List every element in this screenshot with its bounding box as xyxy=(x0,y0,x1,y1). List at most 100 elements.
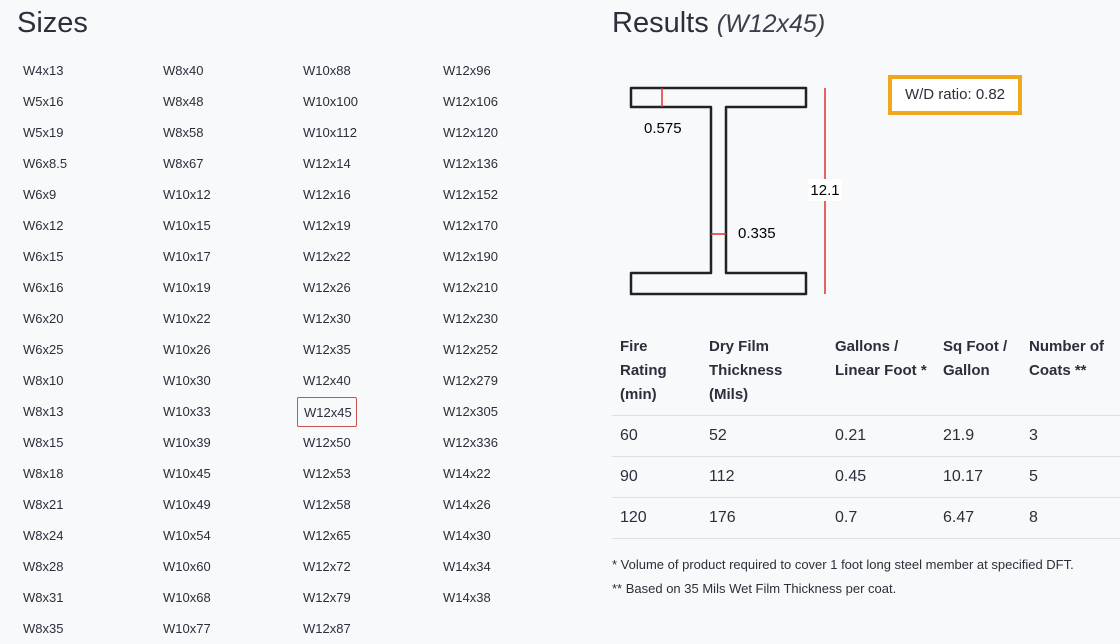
size-option[interactable]: W8x13 xyxy=(23,404,64,419)
size-option[interactable]: W6x16 xyxy=(23,280,64,295)
size-option[interactable]: W12x279 xyxy=(443,373,498,388)
size-option[interactable]: W14x26 xyxy=(443,497,491,512)
size-option[interactable]: W6x9 xyxy=(23,187,57,202)
size-option[interactable]: W10x15 xyxy=(163,218,211,233)
size-option[interactable]: W8x67 xyxy=(163,156,204,171)
size-option[interactable]: W12x35 xyxy=(303,342,351,357)
size-option[interactable]: W12x16 xyxy=(303,187,351,202)
size-option[interactable]: W8x18 xyxy=(23,466,64,481)
size-option[interactable]: W8x21 xyxy=(23,497,64,512)
size-option[interactable]: W12x26 xyxy=(303,280,351,295)
size-option[interactable]: W12x210 xyxy=(443,280,498,295)
size-option[interactable]: W8x48 xyxy=(163,94,204,109)
size-option[interactable]: W12x106 xyxy=(443,94,498,109)
size-option[interactable]: W8x58 xyxy=(163,125,204,140)
footnote: ** Based on 35 Mils Wet Film Thickness p… xyxy=(612,581,897,596)
size-option[interactable]: W10x17 xyxy=(163,249,211,264)
size-option[interactable]: W12x87 xyxy=(303,621,351,636)
size-option[interactable]: W10x22 xyxy=(163,311,211,326)
results-title: Results W12x45 xyxy=(612,7,825,40)
size-option[interactable]: W12x230 xyxy=(443,311,498,326)
size-option[interactable]: W12x136 xyxy=(443,156,498,171)
ratio-label: W/D ratio: xyxy=(904,86,972,103)
depth-label: 12.1 xyxy=(810,182,839,199)
size-option[interactable]: W12x19 xyxy=(303,218,351,233)
size-option[interactable]: W12x30 xyxy=(303,311,351,326)
size-option[interactable]: W10x100 xyxy=(303,94,358,109)
size-option[interactable]: W5x16 xyxy=(23,94,64,109)
footnote: * Volume of product required to cover 1 … xyxy=(612,557,1074,572)
size-option[interactable]: W12x305 xyxy=(443,404,498,419)
web-label: 0.335 xyxy=(738,225,776,242)
size-option[interactable]: W6x25 xyxy=(23,342,64,357)
size-option[interactable]: W14x30 xyxy=(443,528,491,543)
size-option[interactable]: W10x19 xyxy=(163,280,211,295)
beam-outline xyxy=(629,86,808,296)
size-option[interactable]: W12x336 xyxy=(443,435,498,450)
results-table: Fire Rating (min) Dry Film Thickness (Mil… xyxy=(612,330,1120,539)
size-option[interactable]: W10x54 xyxy=(163,528,211,543)
size-option[interactable]: W14x34 xyxy=(443,559,491,574)
results-label: Results xyxy=(612,7,709,39)
size-option[interactable]: W12x22 xyxy=(303,249,351,264)
size-option[interactable]: W12x65 xyxy=(303,528,351,543)
table-cell: 5 xyxy=(1021,456,1120,498)
size-option[interactable]: W14x22 xyxy=(443,466,491,481)
table-cell: 10.17 xyxy=(935,456,1021,498)
size-option[interactable]: W8x28 xyxy=(23,559,64,574)
size-option[interactable]: W12x252 xyxy=(443,342,498,357)
size-option[interactable]: W10x12 xyxy=(163,187,211,202)
size-option[interactable]: W12x14 xyxy=(303,156,351,171)
ratio-box: W/D ratio: 0.82 xyxy=(888,75,1022,115)
table-cell: 3 xyxy=(1021,415,1120,457)
size-option[interactable]: W10x39 xyxy=(163,435,211,450)
table-row: 60 52 0.21 21.9 3 xyxy=(612,415,1120,457)
size-option[interactable]: W4x13 xyxy=(23,63,64,78)
depth-label-bg xyxy=(808,179,842,201)
size-option[interactable]: W8x10 xyxy=(23,373,64,388)
size-option[interactable]: W12x45 xyxy=(297,397,357,427)
size-option[interactable]: W12x170 xyxy=(443,218,498,233)
table-cell: 6.47 xyxy=(935,497,1021,539)
size-option[interactable]: W12x96 xyxy=(443,63,491,78)
size-option[interactable]: W12x79 xyxy=(303,590,351,605)
size-option[interactable]: W10x33 xyxy=(163,404,211,419)
size-option[interactable]: W5x19 xyxy=(23,125,64,140)
size-option[interactable]: W6x20 xyxy=(23,311,64,326)
size-option[interactable]: W10x30 xyxy=(163,373,211,388)
size-option[interactable]: W10x49 xyxy=(163,497,211,512)
size-option[interactable]: W8x31 xyxy=(23,590,64,605)
size-option[interactable]: W10x88 xyxy=(303,63,351,78)
size-option[interactable]: W14x38 xyxy=(443,590,491,605)
table-row: 90 112 0.45 10.17 5 xyxy=(612,456,1120,498)
table-cell: 0.21 xyxy=(827,415,935,457)
table-row: 120 176 0.7 6.47 8 xyxy=(612,497,1120,539)
size-option[interactable]: W12x53 xyxy=(303,466,351,481)
size-option[interactable]: W12x190 xyxy=(443,249,498,264)
size-option[interactable]: W12x120 xyxy=(443,125,498,140)
table-cell: 120 xyxy=(612,497,701,539)
size-option[interactable]: W8x35 xyxy=(23,621,64,636)
table-cell: 21.9 xyxy=(935,415,1021,457)
size-option[interactable]: W10x77 xyxy=(163,621,211,636)
size-option[interactable]: W12x40 xyxy=(303,373,351,388)
size-option[interactable]: W10x60 xyxy=(163,559,211,574)
table-cell: 0.7 xyxy=(827,497,935,539)
size-option[interactable]: W6x15 xyxy=(23,249,64,264)
size-option[interactable]: W12x58 xyxy=(303,497,351,512)
table-cell: 90 xyxy=(612,456,701,498)
size-option[interactable]: W10x26 xyxy=(163,342,211,357)
size-option[interactable]: W8x40 xyxy=(163,63,204,78)
size-option[interactable]: W12x50 xyxy=(303,435,351,450)
size-option[interactable]: W6x8.5 xyxy=(23,156,68,171)
size-option[interactable]: W12x152 xyxy=(443,187,498,202)
header-row: Fire Rating (min) Dry Film Thickness (Mil… xyxy=(612,330,1120,416)
size-option[interactable]: W8x24 xyxy=(23,528,64,543)
size-option[interactable]: W10x45 xyxy=(163,466,211,481)
size-option[interactable]: W12x72 xyxy=(303,559,351,574)
size-option[interactable]: W6x12 xyxy=(23,218,64,233)
size-option[interactable]: W10x112 xyxy=(303,125,357,140)
size-option[interactable]: W10x68 xyxy=(163,590,211,605)
size-option[interactable]: W8x15 xyxy=(23,435,64,450)
